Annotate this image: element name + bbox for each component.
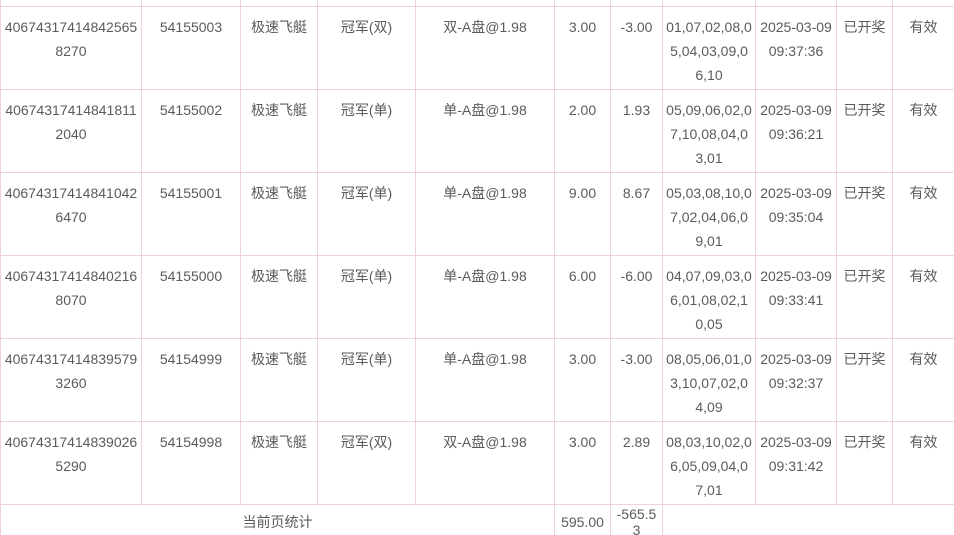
page-stats-label: 当前页统计	[0, 504, 555, 535]
cell-play-type: 冠军(单)	[317, 89, 416, 173]
cell-status: 已开奖	[836, 172, 893, 256]
table-row: 406743174148410426470 54155001 极速飞艇 冠军(单…	[0, 172, 954, 256]
cell-profit: 1.93	[610, 89, 663, 173]
cell-amount: 2.00	[554, 89, 611, 173]
cell-play-type: 冠军(双)	[317, 6, 416, 90]
cell-result: 05,03,08,10,07,02,04,06,09,01	[662, 172, 756, 256]
cell-play-type: 冠军(双)	[317, 421, 416, 505]
cell-status: 已开奖	[836, 89, 893, 173]
cell-period: 54155000	[141, 255, 241, 339]
cell-order-id: 406743174148425658270	[0, 6, 142, 90]
cell-validity: 有效	[892, 255, 954, 339]
cell-amount: 3.00	[554, 421, 611, 505]
cell-bet-content: 双-A盘@1.98	[415, 421, 555, 505]
cell-profit: -3.00	[610, 6, 663, 90]
cell-result: 04,07,09,03,06,01,08,02,10,05	[662, 255, 756, 339]
cell-game: 极速飞艇	[240, 338, 318, 422]
cell-game: 极速飞艇	[240, 421, 318, 505]
cell-amount: 3.00	[554, 6, 611, 90]
cell-order-id: 406743174148395793260	[0, 338, 142, 422]
cell-validity: 有效	[892, 338, 954, 422]
cell-validity: 有效	[892, 421, 954, 505]
page-stats-empty	[662, 504, 954, 535]
cell-time: 2025-03-09 09:32:37	[755, 338, 837, 422]
cell-game: 极速飞艇	[240, 6, 318, 90]
cell-result: 08,03,10,02,06,05,09,04,07,01	[662, 421, 756, 505]
table-row: 406743174148418112040 54155002 极速飞艇 冠军(单…	[0, 89, 954, 173]
cell-amount: 9.00	[554, 172, 611, 256]
cell-period: 54155003	[141, 6, 241, 90]
cell-bet-content: 单-A盘@1.98	[415, 338, 555, 422]
cell-game: 极速飞艇	[240, 255, 318, 339]
cell-time: 2025-03-09 09:33:41	[755, 255, 837, 339]
cell-amount: 3.00	[554, 338, 611, 422]
cell-result: 01,07,02,08,05,04,03,09,06,10	[662, 6, 756, 90]
cell-game: 极速飞艇	[240, 172, 318, 256]
cell-validity: 有效	[892, 172, 954, 256]
cell-order-id: 406743174148390265290	[0, 421, 142, 505]
cell-bet-content: 双-A盘@1.98	[415, 6, 555, 90]
cell-play-type: 冠军(单)	[317, 255, 416, 339]
cell-amount: 6.00	[554, 255, 611, 339]
cell-bet-content: 单-A盘@1.98	[415, 172, 555, 256]
cell-period: 54155001	[141, 172, 241, 256]
cell-game: 极速飞艇	[240, 89, 318, 173]
cell-time: 2025-03-09 09:35:04	[755, 172, 837, 256]
table-row: 406743174148390265290 54154998 极速飞艇 冠军(双…	[0, 421, 954, 505]
cell-profit: -3.00	[610, 338, 663, 422]
cell-status: 已开奖	[836, 421, 893, 505]
cell-period: 54154998	[141, 421, 241, 505]
cell-profit: -6.00	[610, 255, 663, 339]
table-row: 406743174148402168070 54155000 极速飞艇 冠军(单…	[0, 255, 954, 339]
page-stats-row: 当前页统计 595.00 -565.53	[0, 504, 954, 535]
cell-period: 54155002	[141, 89, 241, 173]
cell-profit: 8.67	[610, 172, 663, 256]
page-stats-amount: 595.00	[554, 504, 611, 535]
cell-validity: 有效	[892, 6, 954, 90]
cell-bet-content: 单-A盘@1.98	[415, 255, 555, 339]
cell-time: 2025-03-09 09:31:42	[755, 421, 837, 505]
cell-profit: 2.89	[610, 421, 663, 505]
cell-time: 2025-03-09 09:36:21	[755, 89, 837, 173]
table-row: 406743174148395793260 54154999 极速飞艇 冠军(单…	[0, 338, 954, 422]
table-row: 406743174148425658270 54155003 极速飞艇 冠军(双…	[0, 6, 954, 90]
cell-validity: 有效	[892, 89, 954, 173]
cell-play-type: 冠军(单)	[317, 338, 416, 422]
cell-period: 54154999	[141, 338, 241, 422]
page-stats-profit: -565.53	[610, 504, 663, 535]
cell-bet-content: 单-A盘@1.98	[415, 89, 555, 173]
cell-status: 已开奖	[836, 338, 893, 422]
cell-result: 05,09,06,02,07,10,08,04,03,01	[662, 89, 756, 173]
cell-status: 已开奖	[836, 255, 893, 339]
cell-order-id: 406743174148402168070	[0, 255, 142, 339]
cell-order-id: 406743174148410426470	[0, 172, 142, 256]
cell-result: 08,05,06,01,03,10,07,02,04,09	[662, 338, 756, 422]
cell-play-type: 冠军(单)	[317, 172, 416, 256]
cell-time: 2025-03-09 09:37:36	[755, 6, 837, 90]
cell-order-id: 406743174148418112040	[0, 89, 142, 173]
cell-status: 已开奖	[836, 6, 893, 90]
